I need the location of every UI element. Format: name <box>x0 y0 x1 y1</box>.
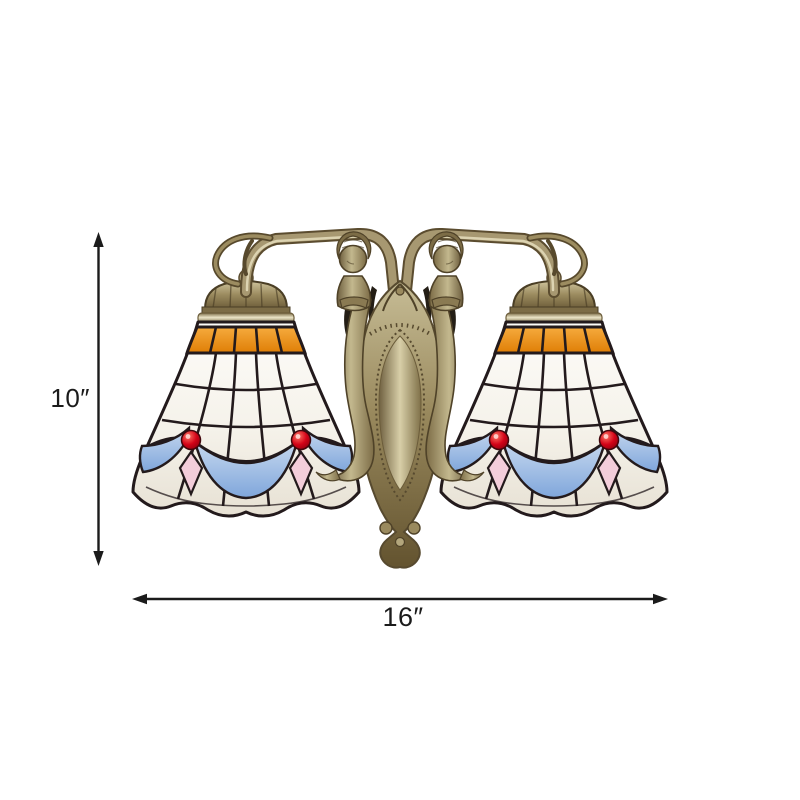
width-dimension-arrow <box>132 593 668 605</box>
height-dimension-arrow <box>93 232 104 566</box>
width-dimension-label: 16″ <box>382 602 424 632</box>
wall-backplate <box>356 279 444 569</box>
height-dimension-label: 10″ <box>50 383 90 413</box>
